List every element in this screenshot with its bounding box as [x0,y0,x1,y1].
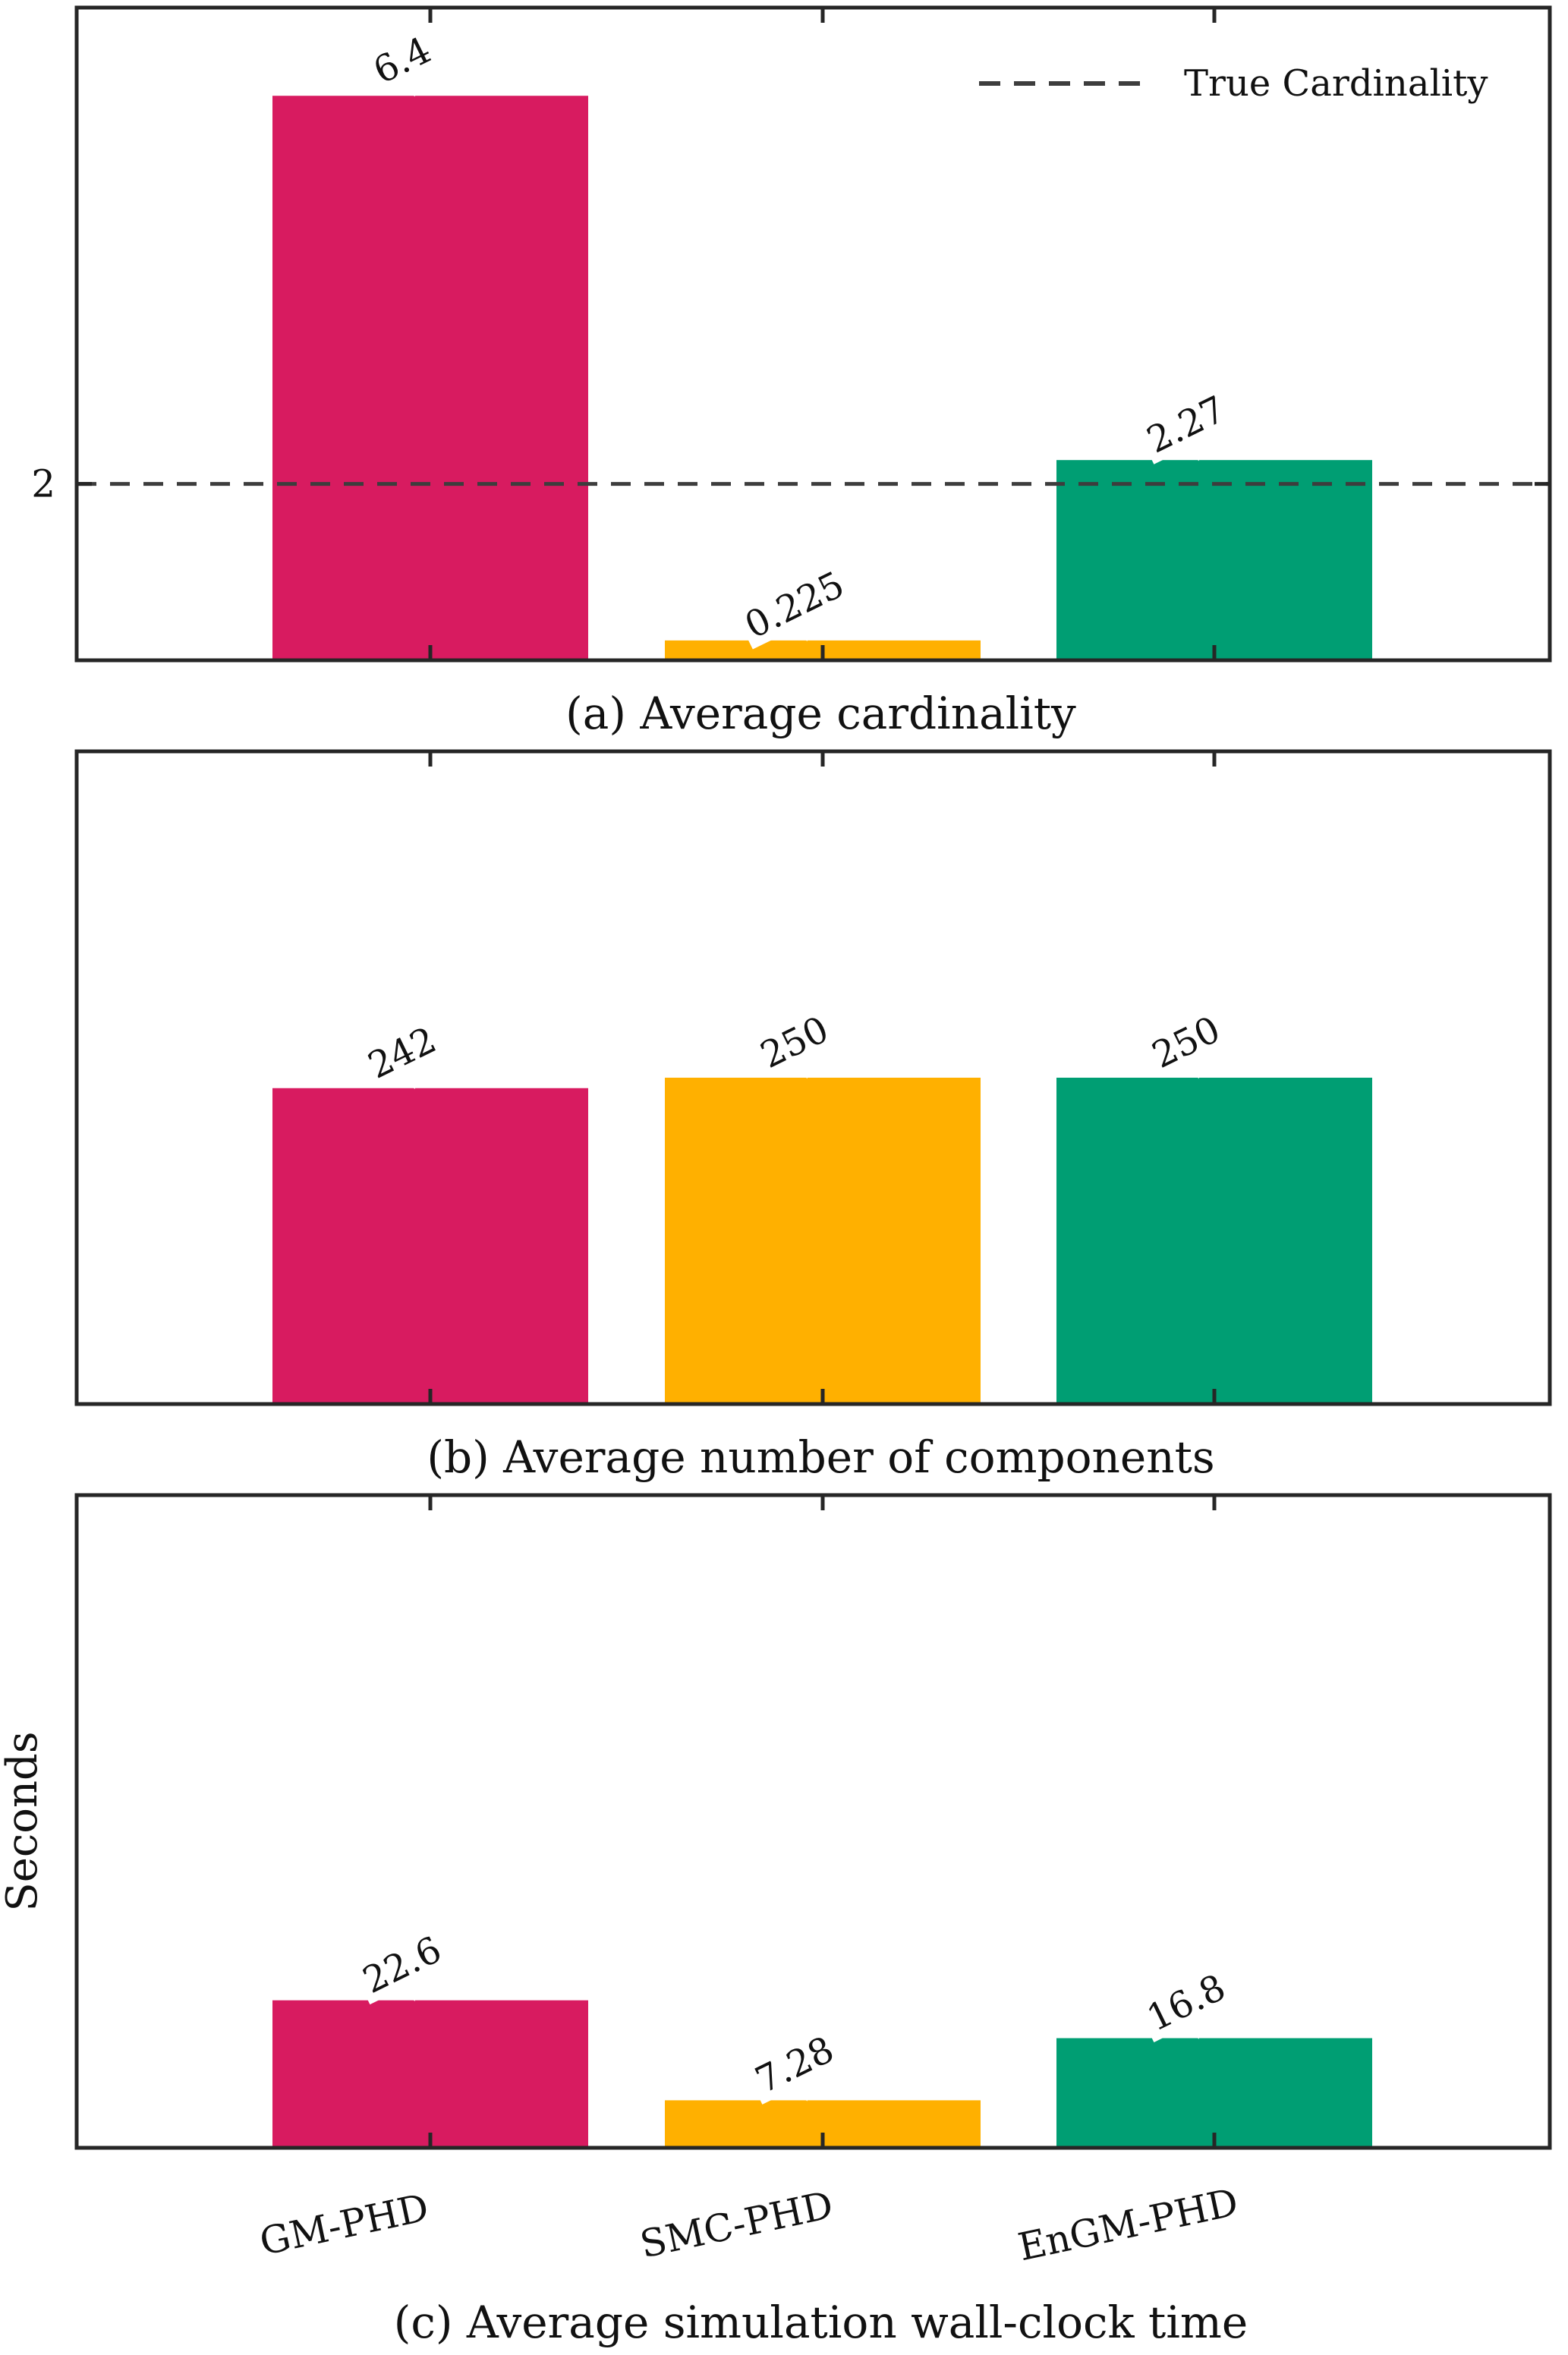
axes-box [74,1493,1552,2150]
legend-label: True Cardinality [1184,62,1488,105]
data-label: 7.28 [749,2028,841,2102]
bar-gm-phd [272,1088,588,1404]
data-label-background [1146,1010,1228,1078]
panel-caption: (c) Average simulation wall-clock time [394,2297,1248,2348]
panel-average-number-of-components: 242 250 250 (b) Average number of component… [74,749,1552,1483]
bar-gm-phd [272,2000,588,2148]
x-tick-label: SMC-PHD [636,2183,836,2266]
data-label-pointer [794,2080,814,2102]
data-label: 0.225 [738,563,851,647]
bar-smc-phd [665,1078,981,1404]
data-label: 242 [362,1019,443,1087]
x-tick-label: EnGM-PHD [1015,2180,1242,2269]
panel-average-wall-clock-time: 22.6 7.28 16.8 Seconds GM-PHD SMC-PHD EnGM-PHD… [0,1493,1552,2348]
data-label-background [362,28,444,96]
data-label-background [745,2028,846,2105]
data-label: 22.6 [357,1928,449,2002]
y-tick-label: 2 [31,462,55,506]
bar-engm-phd [1056,460,1372,660]
data-label-pointer [794,619,814,642]
data-label-background [1136,388,1238,464]
bar-engm-phd [1056,1078,1372,1404]
data-label-background [362,1021,444,1088]
data-label-pointer [401,1067,421,1089]
data-label: 250 [754,1008,836,1076]
panel-caption: (b) Average number of components [427,1431,1214,1483]
data-label-pointer [794,1056,814,1079]
data-label-background [1136,1966,1238,2043]
axes-box [74,749,1552,1406]
data-label-background [735,564,855,650]
data-label: 16.8 [1141,1966,1233,2040]
y-axis-label: Seconds [0,1731,47,1911]
data-label: 2.27 [1141,388,1233,461]
panel-caption: (a) Average cardinality [565,688,1076,739]
data-label-pointer [1185,439,1205,461]
data-label-pointer [1185,2017,1205,2039]
data-label: 250 [1146,1008,1227,1076]
axes-box [74,5,1552,663]
data-label-pointer [1185,1056,1205,1079]
bar-gm-phd [272,96,588,661]
data-label-pointer [401,1979,421,2001]
x-tick-label: GM-PHD [256,2186,433,2265]
data-label-pointer [401,74,421,97]
data-label-background [352,1928,454,2005]
bar-engm-phd [1056,2038,1372,2148]
data-label-background [754,1010,836,1078]
